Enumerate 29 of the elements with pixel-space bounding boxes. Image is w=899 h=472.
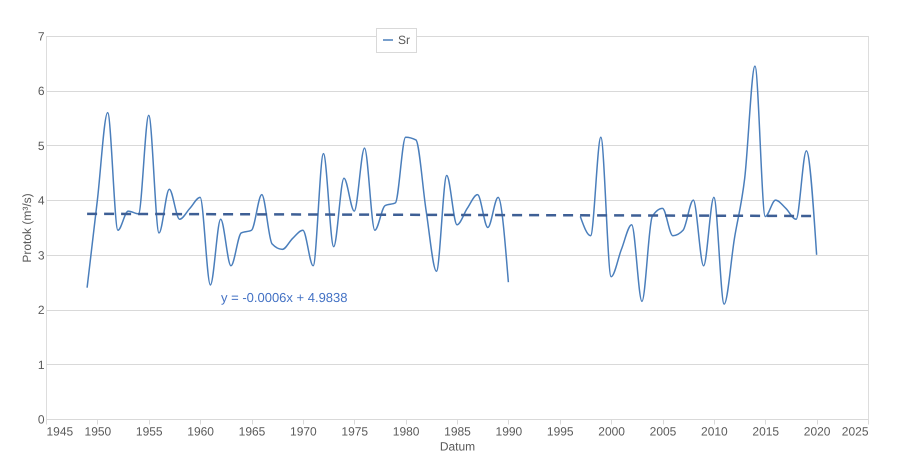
x-tick-label: 1950 — [84, 424, 112, 438]
x-tick-label: 2025 — [842, 424, 869, 438]
x-tick-label: 1960 — [187, 424, 214, 438]
y-tick-label: 2 — [38, 303, 45, 318]
x-tick-label: 1965 — [238, 424, 266, 438]
y-tick-label: 3 — [38, 248, 45, 262]
annotation: y = -0.0006x + 4.9838 — [221, 290, 348, 305]
y-tick-label: 4 — [38, 194, 45, 208]
x-tick-label: 2010 — [701, 424, 728, 438]
x-tick-label: 1995 — [546, 424, 574, 438]
x-tick-label: 2015 — [752, 424, 780, 438]
x-tick-label: 2000 — [598, 424, 626, 438]
y-tick-label: 5 — [38, 138, 45, 153]
x-tick-label: 2020 — [804, 424, 831, 438]
x-tick-label: 1945 — [46, 424, 74, 438]
x-tick-label: 1975 — [341, 424, 368, 438]
legend-label: Sr — [398, 33, 410, 47]
x-tick-label: 1955 — [136, 424, 163, 438]
x-tick-label: 1970 — [290, 424, 318, 438]
y-tick-label: 0 — [38, 412, 45, 426]
x-tick-label: 2005 — [650, 424, 677, 438]
x-tick-label: 1990 — [496, 424, 523, 438]
y-axis-title: Protok (m³/s) — [20, 193, 34, 263]
x-tick-label: 1980 — [392, 424, 420, 438]
y-tick-label: 6 — [38, 84, 45, 98]
x-axis-title: Datum — [440, 440, 476, 454]
x-tick-label: 1985 — [444, 424, 472, 438]
y-tick-label: 1 — [38, 358, 45, 372]
y-tick-label: 7 — [38, 30, 45, 44]
